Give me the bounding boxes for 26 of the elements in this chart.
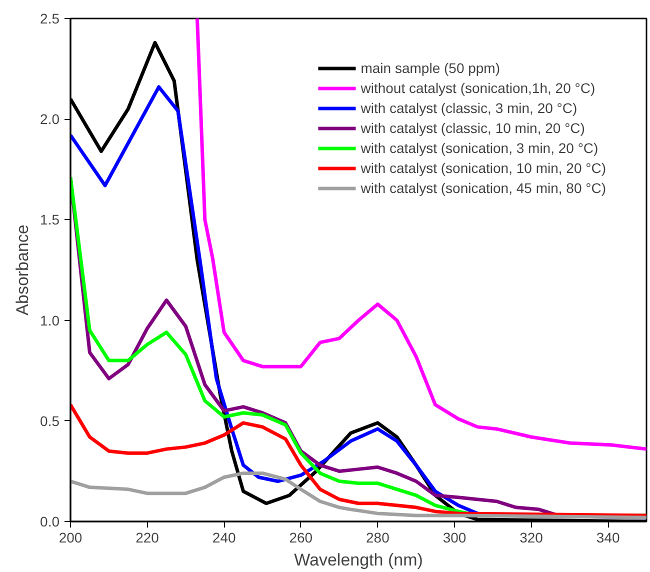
x-tick-label: 280 — [366, 530, 390, 546]
x-tick-label: 320 — [520, 530, 544, 546]
legend-label: main sample (50 ppm) — [360, 59, 500, 77]
legend-label: with catalyst (sonication, 10 min, 20 °C) — [360, 159, 606, 177]
legend-label: with catalyst (classic, 10 min, 20 °C) — [360, 119, 585, 137]
y-tick-label: 1.5 — [40, 212, 60, 228]
x-tick-label: 300 — [442, 530, 466, 546]
y-tick-label: 0.0 — [40, 514, 60, 530]
legend-label: with catalyst (sonication, 45 min, 80 °C) — [360, 179, 606, 197]
line-series — [70, 471, 646, 520]
y-tick-label: 2.0 — [40, 111, 60, 128]
y-axis-title: Absorbance — [13, 224, 32, 316]
x-axis-title: Wavelength (nm) — [294, 550, 423, 570]
line-series — [195, 18, 646, 451]
x-tick-label: 220 — [136, 530, 160, 546]
legend-label: with catalyst (sonication, 3 min, 20 °C) — [360, 139, 598, 157]
legend-label: with catalyst (classic, 3 min, 20 °C) — [360, 99, 578, 117]
x-tick-label: 240 — [212, 530, 236, 546]
line-series — [70, 403, 646, 518]
x-tick-label: 200 — [58, 530, 82, 546]
legend-label: without catalyst (sonication,1h, 20 °C) — [360, 79, 596, 97]
x-tick-label: 260 — [289, 530, 313, 546]
y-tick-label: 1.0 — [40, 312, 60, 328]
y-tick-label: 2.5 — [40, 10, 60, 26]
y-tick-label: 0.5 — [40, 412, 60, 429]
x-tick-label: 340 — [596, 530, 620, 546]
